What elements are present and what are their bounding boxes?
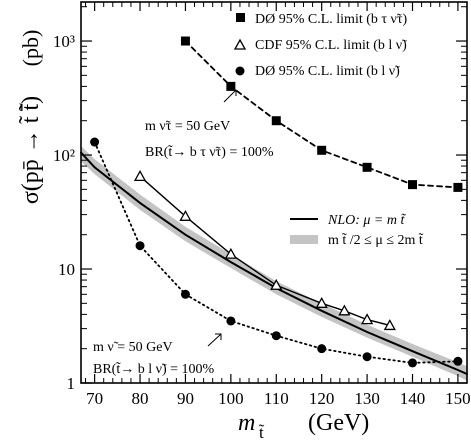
series-1-point-triangle <box>133 170 147 181</box>
series-1-point-triangle <box>315 296 328 308</box>
x-tick-label: 100 <box>218 389 244 408</box>
series-2-point-circle <box>317 344 327 354</box>
series-1-point-triangle <box>360 313 374 325</box>
y-tick-label: 10² <box>53 146 75 165</box>
x-tick-label: 120 <box>309 389 335 408</box>
y-axis-title-group: σ(pp̄ → t̃ t̃̄) <box>18 96 44 204</box>
annotation-upper-line1: m ν̃τ = 50 GeV <box>145 119 230 134</box>
series-0-point-square <box>271 116 281 126</box>
series-1-point-triangle <box>224 247 237 259</box>
x-tick-label: 140 <box>400 389 426 408</box>
x-tick-label: 80 <box>132 389 149 408</box>
y-axis-title: σ(pp̄ → t̃ t̃̄) <box>18 96 44 204</box>
legend-label-cdf-bl: CDF 95% C.L. limit (b l ν̃) <box>255 38 407 53</box>
series-1-point-triangle <box>270 278 283 290</box>
series-2-point-circle <box>408 358 418 368</box>
series-2-point-circle <box>135 241 145 251</box>
annotation-upper-line2: BR(t̃→ b τ ν̃τ) = 100% <box>145 145 274 160</box>
legend-label-d0-bl: DØ 95% C.L. limit (b l ν̃) <box>255 64 400 79</box>
legend-triangle-marker <box>233 38 247 50</box>
y-tick-label: 1 <box>67 374 76 393</box>
legend-nlo: NLO: μ = m t̃ m t̃ /2 ≤ μ ≤ 2m t̃ <box>290 213 424 248</box>
series-1-point-triangle <box>383 319 396 331</box>
legend-square-marker <box>236 13 245 22</box>
annotation-upper-arrowhead <box>230 89 237 96</box>
series-0-point-square <box>317 145 327 155</box>
marker-layer <box>90 36 463 368</box>
legend-label-nlo: NLO: μ = m t̃ <box>327 213 407 228</box>
series-2-point-circle <box>453 356 463 366</box>
x-tick-label: 70 <box>86 389 103 408</box>
y-axis-unit: (pb) <box>18 30 43 67</box>
annotation-lower: m ν̃ = 50 GeV BR(t̃→ b l ν̃) = 100% <box>93 333 222 377</box>
series-2-point-circle <box>180 289 190 299</box>
x-axis-title-main: m <box>238 410 255 436</box>
series-0-point-square <box>180 36 190 46</box>
legend-top-right: DØ 95% C.L. limit (b τ ν̃τ) CDF 95% C.L.… <box>233 12 407 79</box>
x-tick-label: 90 <box>177 389 194 408</box>
legend-label-d0-btau: DØ 95% C.L. limit (b τ ν̃τ) <box>255 12 407 27</box>
annotation-upper: m ν̃τ = 50 GeV BR(t̃→ b τ ν̃τ) = 100% <box>145 89 274 160</box>
annotation-lower-line2: BR(t̃→ b l ν̃) = 100% <box>93 362 215 377</box>
y-axis-unit-group: (pb) <box>18 30 43 67</box>
x-tick-label: 150 <box>445 389 471 408</box>
series-1-point-triangle <box>338 304 351 316</box>
series-2-point-circle <box>362 352 372 362</box>
series-0-point-square <box>362 162 372 172</box>
plot-frame <box>80 1 468 384</box>
series-0-line <box>184 40 459 189</box>
y-tick-label: 10 <box>58 260 75 279</box>
legend-band-swatch <box>290 235 318 244</box>
series-0-point-square <box>408 180 418 190</box>
series-2-point-circle <box>226 316 236 326</box>
series-1-line <box>139 175 391 327</box>
series-0-point-square <box>226 81 236 91</box>
series-0-point-square <box>453 182 463 192</box>
x-axis-title-unit: (GeV) <box>308 410 369 436</box>
series-2-point-circle <box>90 137 100 147</box>
x-tick-label: 110 <box>264 389 289 408</box>
y-tick-label: 10³ <box>53 32 75 51</box>
legend-circle-marker <box>235 66 245 76</box>
annotation-lower-arrowhead <box>215 333 222 340</box>
annotation-lower-arrow <box>207 333 222 347</box>
x-tick-label: 130 <box>354 389 380 408</box>
annotation-lower-line1: m ν̃ = 50 GeV <box>93 340 173 355</box>
annotation-upper-arrow <box>223 89 237 103</box>
x-axis-title-sub: t̃ <box>259 423 265 442</box>
series-1-point-triangle <box>179 209 192 221</box>
series-2-line <box>93 141 459 364</box>
series-2-point-circle <box>271 331 281 341</box>
legend-label-band: m t̃ /2 ≤ μ ≤ 2m t̃ <box>328 233 424 248</box>
